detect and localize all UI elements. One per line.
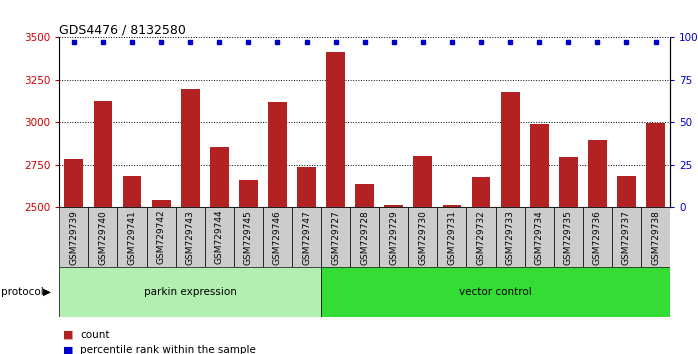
Text: GSM729744: GSM729744	[215, 210, 224, 264]
Bar	[321, 207, 350, 267]
Text: GSM729728: GSM729728	[360, 210, 369, 264]
Bar	[408, 207, 438, 267]
Text: GSM729738: GSM729738	[651, 210, 660, 265]
Text: GSM729729: GSM729729	[389, 210, 399, 264]
Text: GSM729746: GSM729746	[273, 210, 282, 264]
Text: GSM729733: GSM729733	[505, 210, 514, 265]
Bar	[379, 207, 408, 267]
Bar	[297, 167, 316, 354]
Text: GSM729737: GSM729737	[622, 210, 631, 265]
Text: ■: ■	[63, 346, 73, 354]
Bar	[355, 184, 374, 354]
Bar	[496, 207, 525, 267]
Bar	[268, 102, 287, 354]
Bar	[292, 207, 321, 267]
Bar	[151, 200, 170, 354]
Bar	[239, 180, 258, 354]
Bar	[554, 207, 583, 267]
Bar	[176, 207, 205, 267]
Bar	[612, 207, 641, 267]
Bar	[94, 101, 112, 354]
Bar	[443, 205, 461, 354]
Text: vector control: vector control	[459, 287, 532, 297]
Text: GSM729736: GSM729736	[593, 210, 602, 265]
Bar	[641, 207, 670, 267]
Bar	[583, 207, 612, 267]
Bar	[413, 156, 432, 354]
Text: GSM729727: GSM729727	[331, 210, 340, 264]
Bar	[466, 207, 496, 267]
Bar	[59, 207, 89, 267]
Bar	[559, 157, 578, 354]
Bar	[588, 140, 607, 354]
Text: GSM729732: GSM729732	[477, 210, 486, 264]
Bar	[147, 207, 176, 267]
Bar	[263, 207, 292, 267]
Bar	[617, 176, 636, 354]
Text: GSM729741: GSM729741	[128, 210, 137, 264]
Bar	[123, 176, 142, 354]
Bar	[234, 207, 263, 267]
Bar	[438, 207, 466, 267]
Bar	[350, 207, 379, 267]
Text: GSM729743: GSM729743	[186, 210, 195, 264]
Bar	[205, 207, 234, 267]
Bar	[210, 147, 229, 354]
Text: GSM729735: GSM729735	[564, 210, 573, 265]
Text: GSM729730: GSM729730	[418, 210, 427, 265]
Bar	[181, 89, 200, 354]
Bar	[530, 124, 549, 354]
Bar	[64, 159, 83, 354]
Text: GSM729739: GSM729739	[69, 210, 78, 265]
Text: GSM729745: GSM729745	[244, 210, 253, 264]
Bar	[326, 52, 345, 354]
Text: parkin expression: parkin expression	[144, 287, 237, 297]
Bar	[59, 267, 321, 317]
Bar	[385, 205, 403, 354]
Bar	[472, 177, 491, 354]
Bar	[646, 123, 665, 354]
Text: percentile rank within the sample: percentile rank within the sample	[80, 346, 256, 354]
Text: GSM729747: GSM729747	[302, 210, 311, 264]
Text: GSM729734: GSM729734	[535, 210, 544, 264]
Text: GSM729740: GSM729740	[98, 210, 107, 264]
Bar	[321, 267, 670, 317]
Bar	[525, 207, 554, 267]
Text: GSM729731: GSM729731	[447, 210, 456, 265]
Bar	[500, 92, 519, 354]
Bar	[117, 207, 147, 267]
Text: count: count	[80, 330, 110, 339]
Bar	[89, 207, 117, 267]
Text: ■: ■	[63, 330, 73, 339]
Text: GSM729742: GSM729742	[156, 210, 165, 264]
Text: protocol: protocol	[1, 287, 43, 297]
Text: GDS4476 / 8132580: GDS4476 / 8132580	[59, 23, 186, 36]
Text: ▶: ▶	[43, 287, 51, 297]
